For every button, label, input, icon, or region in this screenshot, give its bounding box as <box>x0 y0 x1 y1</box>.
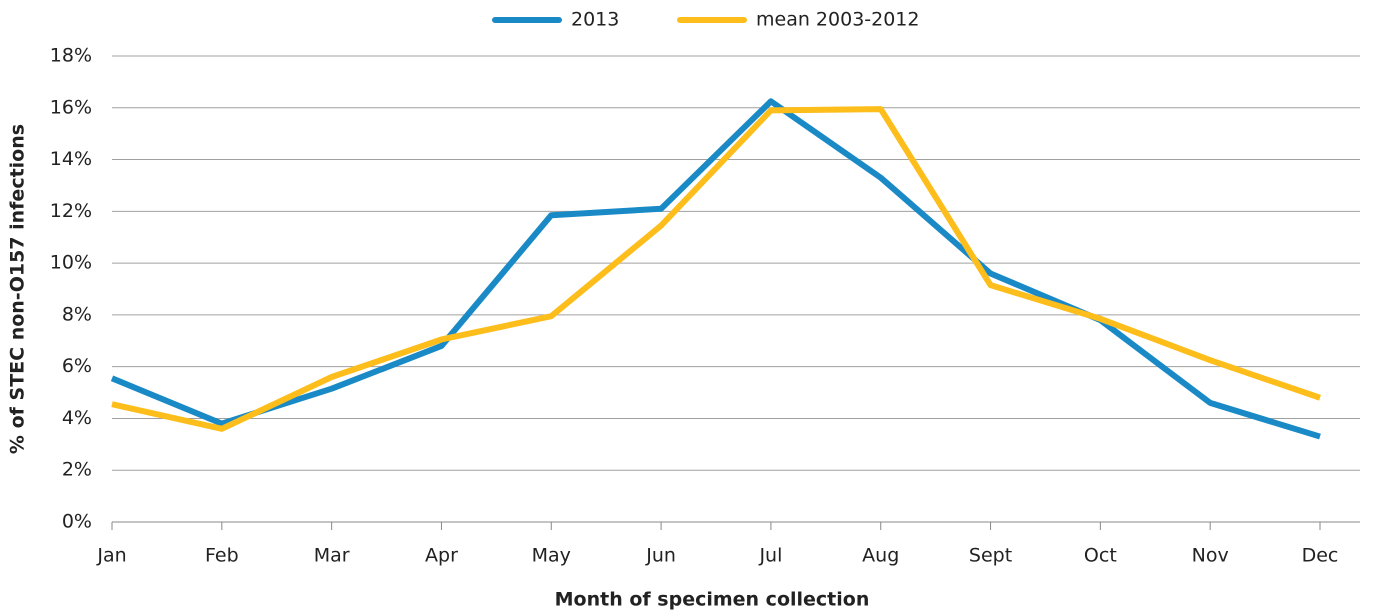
y-tick-label: 2% <box>62 459 92 481</box>
x-axis-title: Month of specimen collection <box>555 589 870 611</box>
x-tick-label: Dec <box>1302 545 1339 567</box>
y-tick-label: 6% <box>62 355 92 377</box>
y-tick-label: 10% <box>50 252 92 274</box>
x-tick-label: Feb <box>205 545 239 567</box>
x-tick-label: Jan <box>96 545 126 567</box>
y-tick-label: 0% <box>62 511 92 533</box>
y-axis-title: % of STEC non-O157 infections <box>7 124 29 454</box>
y-tick-label: 8% <box>62 303 92 325</box>
x-tick-label: Nov <box>1192 545 1229 567</box>
x-tick-label: May <box>532 545 571 567</box>
y-tick-label: 12% <box>50 200 92 222</box>
x-tick-label: Mar <box>314 545 350 567</box>
x-tick-label: Oct <box>1084 545 1117 567</box>
y-tick-label: 18% <box>50 45 92 67</box>
x-tick-label: Aug <box>862 545 899 567</box>
y-tick-label: 4% <box>62 407 92 429</box>
y-tick-label: 16% <box>50 96 92 118</box>
x-tick-label: Apr <box>425 545 458 567</box>
x-tick-label: Jun <box>645 545 676 567</box>
x-tick-label: Sept <box>969 545 1012 567</box>
series-line <box>111 106 1321 432</box>
legend-label: mean 2003-2012 <box>756 9 920 31</box>
x-tick-label: Jul <box>758 545 782 567</box>
y-tick-label: 14% <box>50 148 92 170</box>
legend-label: 2013 <box>571 9 619 31</box>
series-line <box>110 98 1321 440</box>
